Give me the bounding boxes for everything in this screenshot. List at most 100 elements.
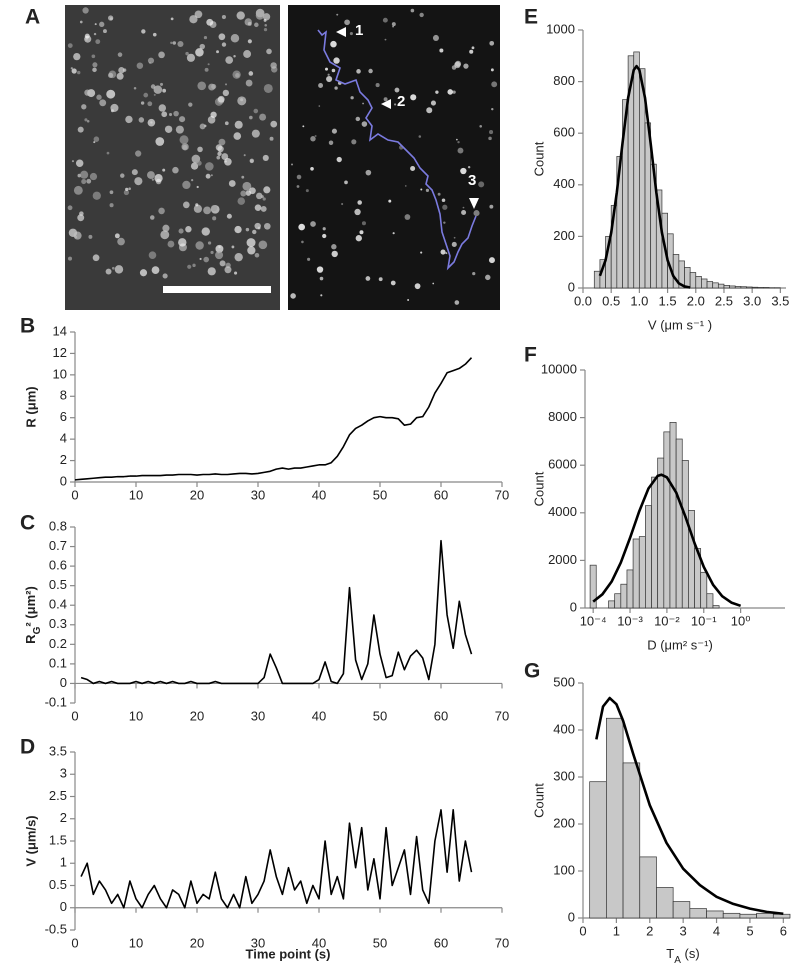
image-speck	[150, 84, 156, 89]
bar	[681, 460, 689, 609]
image-speck	[185, 51, 189, 56]
image-speck	[319, 276, 324, 281]
image-speck	[240, 190, 247, 197]
y-tick-label: 2	[60, 452, 67, 467]
y-tick-label: 300	[553, 768, 575, 783]
trajectory	[317, 29, 477, 271]
image-texture	[290, 8, 498, 305]
panel-label: A	[25, 6, 40, 29]
y-tick-label: 6	[60, 409, 67, 424]
image-speck	[420, 251, 423, 254]
image-speck	[77, 214, 85, 222]
label-part: ² (μm²)	[23, 586, 38, 626]
image-speck	[232, 70, 241, 79]
bar	[739, 913, 757, 919]
image-speck	[314, 135, 317, 138]
image-speck	[404, 214, 411, 220]
image-speck	[310, 136, 316, 142]
image-speck	[237, 197, 246, 205]
image-speck	[305, 189, 309, 193]
image-speck	[418, 135, 422, 138]
image-speck	[162, 88, 167, 93]
image-speck	[89, 172, 98, 181]
image-speck	[88, 234, 93, 239]
image-speck	[454, 300, 460, 305]
image-speck	[116, 72, 124, 80]
image-speck	[489, 40, 495, 46]
image-speck	[359, 230, 364, 235]
image-speck	[182, 180, 191, 190]
y-tick-label: 0	[60, 899, 67, 914]
image-speck	[140, 101, 145, 105]
image-speck	[246, 238, 256, 248]
image-speck	[196, 160, 202, 166]
image-speck	[191, 178, 194, 182]
image-speck	[109, 203, 114, 208]
image-speck	[210, 111, 217, 118]
y-tick-label: 0.8	[49, 518, 67, 533]
bar	[675, 438, 683, 609]
image-speck	[81, 104, 87, 110]
image-speck	[243, 154, 246, 157]
x-tick-label: 1.0	[630, 293, 648, 308]
image-speck	[173, 110, 179, 117]
image-speck	[195, 203, 199, 207]
image-speck	[478, 181, 485, 188]
image-speck	[254, 222, 261, 230]
panel-label: F	[524, 344, 537, 367]
bar	[706, 910, 724, 919]
image-speck	[133, 87, 137, 90]
image-speck	[457, 147, 464, 154]
image-speck	[162, 273, 168, 279]
scale-bar	[163, 286, 271, 293]
image-speck	[154, 174, 163, 183]
image-speck	[331, 128, 337, 134]
image-speck	[162, 224, 170, 232]
image-speck	[341, 202, 344, 206]
image-speck	[182, 201, 190, 209]
image-speck	[70, 67, 73, 70]
image-speck	[146, 171, 155, 179]
image-speck	[197, 81, 207, 91]
image-speck	[296, 174, 302, 180]
image-speck	[84, 33, 90, 39]
image-speck	[185, 226, 192, 233]
image-speck	[158, 207, 165, 215]
image-speck	[79, 20, 83, 24]
image-speck	[231, 245, 235, 249]
bar	[712, 282, 719, 289]
image-speck	[447, 89, 454, 95]
y-tick-label: 2000	[548, 552, 577, 567]
bar	[589, 781, 607, 919]
image-speck	[318, 83, 324, 88]
image-speck	[148, 61, 152, 64]
image-speck	[330, 40, 337, 48]
image-speck	[170, 41, 173, 45]
image-speck	[298, 223, 305, 231]
panel-a: 1 2 3 A	[25, 5, 500, 310]
image-speck	[262, 197, 266, 201]
panel-label: B	[20, 315, 35, 338]
y-tick-label: 400	[553, 721, 575, 736]
image-speck	[155, 137, 165, 146]
x-axis-label: D (μm² s⁻¹)	[647, 637, 713, 652]
image-speck	[226, 213, 232, 219]
x-tick-label: 1	[613, 923, 620, 938]
marker-label: 2	[397, 93, 405, 110]
x-tick-label: 30	[251, 935, 265, 950]
image-speck	[186, 53, 196, 62]
image-speck	[302, 125, 305, 128]
x-tick-label: 2	[646, 923, 653, 938]
image-speck	[80, 170, 89, 179]
x-axis-label: V (μm s⁻¹ )	[648, 317, 712, 332]
y-tick-label: 0.3	[49, 616, 67, 631]
image-speck	[195, 48, 204, 57]
image-speck	[203, 35, 208, 40]
bar	[740, 286, 747, 289]
label-part: T	[666, 946, 674, 961]
image-speck	[212, 216, 217, 221]
image-speck	[82, 7, 89, 14]
y-tick-label: 100	[553, 862, 575, 877]
image-speck	[432, 34, 439, 41]
image-speck	[143, 92, 149, 98]
